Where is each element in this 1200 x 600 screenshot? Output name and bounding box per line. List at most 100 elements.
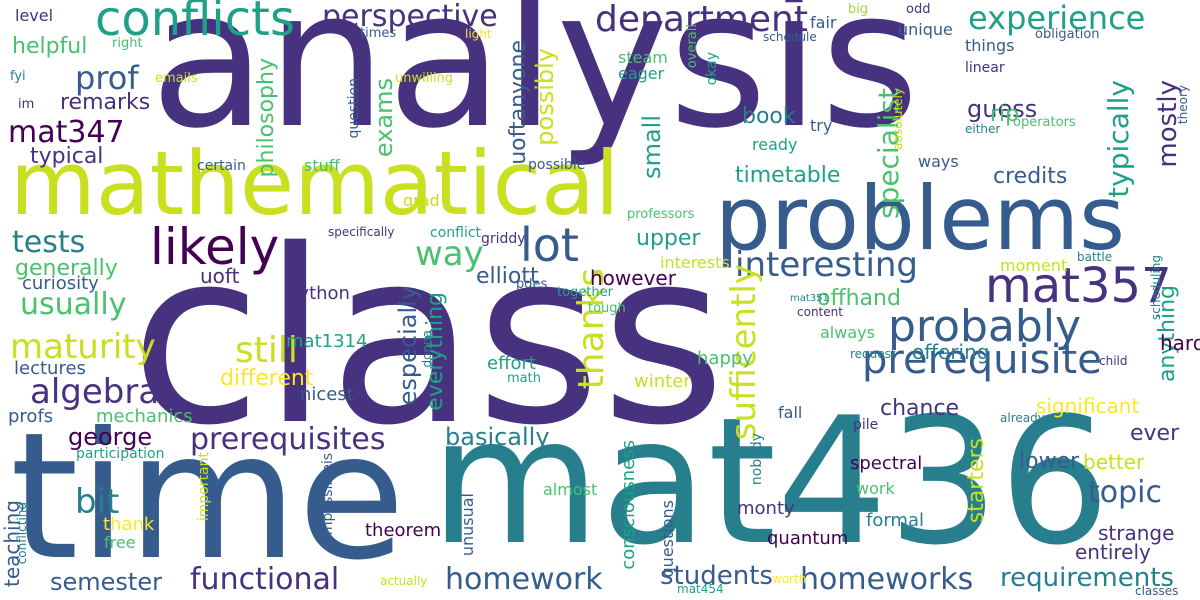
cloud-word: consciousness <box>618 440 639 570</box>
cloud-word: generally <box>15 256 118 281</box>
cloud-word: requirements <box>1000 563 1174 593</box>
cloud-word: donna <box>420 330 434 368</box>
cloud-word: participation <box>76 446 165 462</box>
cloud-word: elliott <box>476 264 539 289</box>
cloud-word: philosophy <box>254 58 279 178</box>
cloud-word: fyi <box>10 69 26 84</box>
cloud-word: lower <box>1019 449 1080 474</box>
cloud-word: important <box>196 452 212 522</box>
cloud-word: almost <box>543 480 598 499</box>
cloud-word: question <box>346 78 362 139</box>
cloud-word: homeworks <box>800 562 974 597</box>
cloud-word: either <box>965 122 1001 136</box>
cloud-word: lectures <box>14 358 86 379</box>
cloud-word: mat347 <box>8 115 125 150</box>
cloud-word: steam <box>618 48 668 67</box>
cloud-word: interesting <box>735 245 919 285</box>
cloud-word: scheduling <box>1149 255 1163 320</box>
cloud-word: interests <box>660 253 730 272</box>
cloud-word: effort <box>487 353 536 374</box>
cloud-word: likely <box>150 218 280 276</box>
cloud-word: topic <box>1088 475 1162 510</box>
cloud-word: prof <box>75 59 139 97</box>
cloud-word: algebra <box>30 372 160 412</box>
cloud-word: students <box>660 561 773 591</box>
cloud-word: problems <box>715 167 1125 270</box>
cloud-word: already <box>1000 411 1045 425</box>
cloud-word: lot <box>520 218 579 272</box>
cloud-word: unusual <box>458 493 477 557</box>
cloud-word: moment <box>1000 256 1068 275</box>
cloud-word: quantum <box>767 528 849 549</box>
cloud-word: mat454 <box>677 582 724 596</box>
cloud-word: linear <box>965 60 1005 76</box>
cloud-word: always <box>820 323 875 342</box>
cloud-word: mat436 <box>430 381 1111 584</box>
cloud-word: thank <box>103 514 155 535</box>
cloud-word: python <box>287 283 350 304</box>
cloud-word: specifically <box>328 225 395 239</box>
cloud-word: fall <box>778 403 803 422</box>
cloud-word: usually <box>20 287 127 322</box>
cloud-word: okay <box>704 52 720 86</box>
cloud-word: formal <box>866 510 924 531</box>
cloud-word: profs <box>8 406 54 427</box>
cloud-word: fair <box>810 13 837 32</box>
cloud-word: impossibleis <box>320 453 336 540</box>
cloud-word: functional <box>190 562 340 597</box>
cloud-word: still <box>235 330 298 371</box>
cloud-word: ready <box>752 135 798 154</box>
cloud-word: semester <box>50 568 162 596</box>
cloud-word: happy <box>697 348 753 369</box>
cloud-word: offhand <box>817 286 901 311</box>
cloud-word: worth <box>772 572 807 586</box>
cloud-word: things <box>965 36 1015 55</box>
cloud-word: actually <box>380 574 428 588</box>
cloud-word: perspective <box>322 0 498 34</box>
cloud-word: grad <box>403 191 440 210</box>
cloud-word: theory <box>1176 85 1190 125</box>
cloud-word: curiosity <box>22 273 99 294</box>
cloud-word: absolutely <box>891 88 905 151</box>
cloud-word: tests <box>12 225 86 260</box>
cloud-word: typical <box>30 144 104 169</box>
cloud-word: chance <box>880 396 960 421</box>
cloud-word: certain <box>197 158 246 174</box>
cloud-word: class <box>130 198 726 478</box>
cloud-word: tough <box>588 301 626 316</box>
cloud-word: overall <box>685 24 700 69</box>
cloud-word: monty <box>737 498 795 519</box>
cloud-word: times <box>360 26 397 41</box>
cloud-word: pdes <box>516 277 548 292</box>
cloud-word: small <box>638 115 666 179</box>
cloud-word: especially <box>394 286 422 406</box>
cloud-word: maturity <box>10 327 156 367</box>
cloud-word: unwilling <box>395 71 454 86</box>
cloud-word: probably <box>888 301 1082 352</box>
cloud-word: questions <box>658 500 677 578</box>
cloud-word: entirely <box>1075 540 1151 564</box>
cloud-word: mechanics <box>96 406 193 427</box>
cloud-word: timetable <box>735 163 841 188</box>
cloud-word: conflicts <box>95 0 295 47</box>
cloud-word: helpful <box>12 34 88 59</box>
cloud-word: professors <box>627 207 695 222</box>
cloud-word: eager <box>618 64 665 83</box>
cloud-word: pile <box>853 417 879 433</box>
cloud-word: george <box>68 423 153 451</box>
cloud-word: bit <box>75 482 120 522</box>
cloud-word: better <box>1083 450 1145 474</box>
cloud-word: prerequisite <box>862 337 1102 383</box>
cloud-word: homework <box>445 562 603 597</box>
cloud-word: mathematical <box>10 132 620 235</box>
cloud-word: spectral <box>850 453 923 474</box>
cloud-word: level <box>15 6 54 25</box>
cloud-word: mat1314 <box>286 331 368 352</box>
cloud-word: griddy <box>481 231 526 247</box>
cloud-word: obligation <box>1035 27 1100 42</box>
cloud-word: ways <box>918 152 959 171</box>
cloud-word: nicest <box>300 384 354 405</box>
cloud-word: big <box>848 2 869 17</box>
cloud-word: unique <box>898 20 953 39</box>
cloud-word: strange <box>1098 521 1175 545</box>
